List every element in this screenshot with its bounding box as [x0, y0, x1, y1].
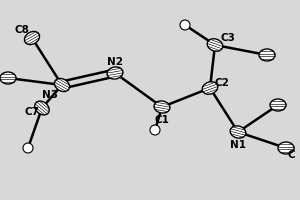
Ellipse shape	[107, 67, 123, 79]
Text: C7: C7	[25, 107, 40, 117]
Text: C2: C2	[214, 78, 230, 88]
Ellipse shape	[202, 82, 218, 94]
Ellipse shape	[207, 39, 223, 51]
Ellipse shape	[230, 126, 246, 138]
Ellipse shape	[278, 142, 294, 154]
Text: C: C	[287, 150, 295, 160]
Ellipse shape	[25, 31, 40, 45]
Text: N3: N3	[42, 90, 58, 100]
Ellipse shape	[0, 72, 16, 84]
Circle shape	[23, 143, 33, 153]
Ellipse shape	[259, 49, 275, 61]
Ellipse shape	[55, 78, 70, 92]
Text: C1: C1	[154, 115, 169, 125]
Ellipse shape	[35, 101, 49, 115]
Text: C8: C8	[15, 25, 29, 35]
Ellipse shape	[154, 101, 170, 113]
Circle shape	[150, 125, 160, 135]
Text: N2: N2	[107, 57, 123, 67]
Text: N1: N1	[230, 140, 246, 150]
Ellipse shape	[270, 99, 286, 111]
Text: C3: C3	[220, 33, 236, 43]
Circle shape	[180, 20, 190, 30]
